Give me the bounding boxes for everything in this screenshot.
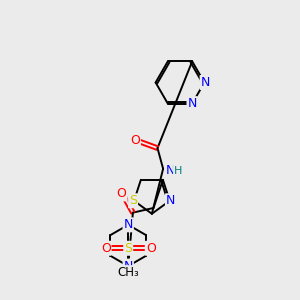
Text: O: O: [101, 242, 111, 255]
Text: O: O: [130, 134, 140, 147]
Text: H: H: [174, 166, 182, 176]
Text: N: N: [166, 194, 175, 207]
Text: N: N: [124, 260, 133, 273]
Text: O: O: [117, 188, 127, 200]
Text: N: N: [188, 97, 197, 110]
Text: CH₃: CH₃: [117, 266, 139, 279]
Text: O: O: [146, 242, 156, 255]
Text: S: S: [129, 194, 137, 207]
Text: N: N: [201, 76, 210, 89]
Text: S: S: [124, 242, 132, 255]
Text: N: N: [166, 164, 175, 177]
Text: N: N: [124, 218, 133, 231]
